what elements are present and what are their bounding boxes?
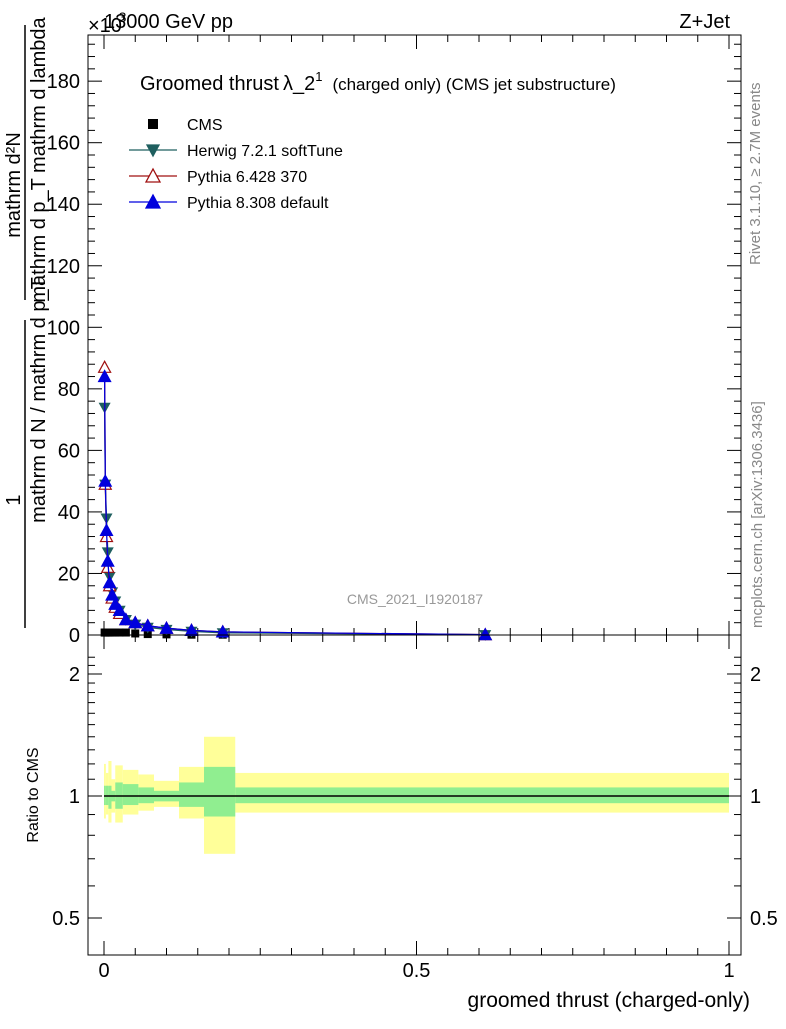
series-point <box>159 620 174 634</box>
cms-point <box>121 628 130 637</box>
main-series-group <box>97 360 493 641</box>
title-lambda: λ_2 <box>283 73 315 95</box>
header-process: Z+Jet <box>679 11 730 33</box>
main-ylabel: 1 mathrm d N / mathrm d p_T mathrm d²N m… <box>3 16 50 628</box>
legend-label: Pythia 8.308 default <box>187 195 329 212</box>
main-ytick-label: 160 <box>47 133 80 155</box>
main-ytick-label: 120 <box>47 256 80 278</box>
ylabel-prefactor-num: 1 <box>3 494 25 505</box>
ratio-bands <box>104 736 729 854</box>
xtick-label: 0 <box>98 960 109 982</box>
ratio-band-inner <box>204 766 236 817</box>
mcplots-label: mcplots.cern.ch [arXiv:1306.3436] <box>749 401 766 628</box>
ratio-ytick-label-right: 1 <box>750 786 761 808</box>
ylabel-prefactor-den: mathrm d N / mathrm d p_T <box>28 277 50 523</box>
cms-point <box>115 628 124 637</box>
ratio-ylabel: Ratio to CMS <box>25 747 42 842</box>
series-point <box>215 624 230 638</box>
ratio-y-axis: 0.5 0.5 1 1 2 2 <box>52 656 778 930</box>
legend-marker <box>145 144 161 158</box>
plot-title: Groomed thrust λ_21 (charged only) (CMS je… <box>140 69 616 95</box>
main-ytick-label: 60 <box>58 440 80 462</box>
exponent-prefix: ×10 <box>88 15 122 37</box>
ratio-x-axis: 0 0.5 1 <box>98 635 735 982</box>
ratio-ytick-label-right: 0.5 <box>750 908 778 930</box>
main-ytick-label: 80 <box>58 379 80 401</box>
ylabel-denominator: mathrm d p_T mathrm d lambda <box>28 16 50 302</box>
main-ytick-label: 140 <box>47 194 80 216</box>
main-ytick-label: 40 <box>58 502 80 524</box>
header-energy: 13000 GeV pp <box>104 11 233 33</box>
series-point <box>97 369 112 383</box>
xlabel: groomed thrust (charged-only) <box>468 989 750 1012</box>
legend-marker <box>144 193 162 209</box>
ratio-ytick-label: 0.5 <box>52 908 80 930</box>
legend-label: CMS <box>187 117 223 134</box>
cms-point <box>143 630 152 639</box>
title-suffix: (charged only) (CMS jet substructure) <box>332 75 615 94</box>
main-plot-frame <box>87 34 742 636</box>
series-point <box>128 615 143 629</box>
main-ytick-label: 0 <box>69 625 80 647</box>
cms-point <box>111 628 120 637</box>
series-point <box>478 627 493 641</box>
ratio-band-inner <box>179 782 204 807</box>
title-superscript: 1 <box>315 69 322 84</box>
series-point <box>118 612 133 626</box>
ratio-ytick-label: 2 <box>69 664 80 686</box>
series-point <box>100 553 115 567</box>
series-point <box>99 523 114 536</box>
ratio-band-inner <box>122 784 139 806</box>
ratio-ytick-label: 1 <box>69 786 80 808</box>
main-y-axis: 0 20 40 60 80 100 120 140 160 180 <box>47 43 741 647</box>
ratio-ytick-label-right: 2 <box>750 664 761 686</box>
legend-marker-cms <box>148 119 158 129</box>
series-point <box>140 618 155 632</box>
series-point <box>102 575 117 589</box>
series-point <box>112 603 127 616</box>
series-point <box>98 473 113 487</box>
title-main: Groomed thrust <box>140 73 279 95</box>
legend-label: Pythia 6.428 370 <box>187 169 307 186</box>
main-ytick-label: 100 <box>47 317 80 339</box>
xtick-label: 0.5 <box>403 960 431 982</box>
main-ytick-label: 180 <box>47 71 80 93</box>
exponent-power: -3 <box>114 9 127 25</box>
legend-marker <box>144 167 162 183</box>
legend: CMS Herwig 7.2.1 softTune Pythia 6.428 370… <box>129 117 343 212</box>
cms-point <box>131 629 140 638</box>
ylabel-numerator: mathrm d²N <box>3 132 25 238</box>
legend-label: Herwig 7.2.1 softTune <box>187 143 343 160</box>
ratio-plot-frame <box>87 634 742 956</box>
ratio-band-inner <box>108 785 112 809</box>
xtick-label: 1 <box>723 960 734 982</box>
main-ytick-label: 20 <box>58 563 80 585</box>
analysis-watermark: CMS_2021_I1920187 <box>347 591 483 607</box>
rivet-label: Rivet 3.1.10, ≥ 2.7M events <box>747 83 764 266</box>
